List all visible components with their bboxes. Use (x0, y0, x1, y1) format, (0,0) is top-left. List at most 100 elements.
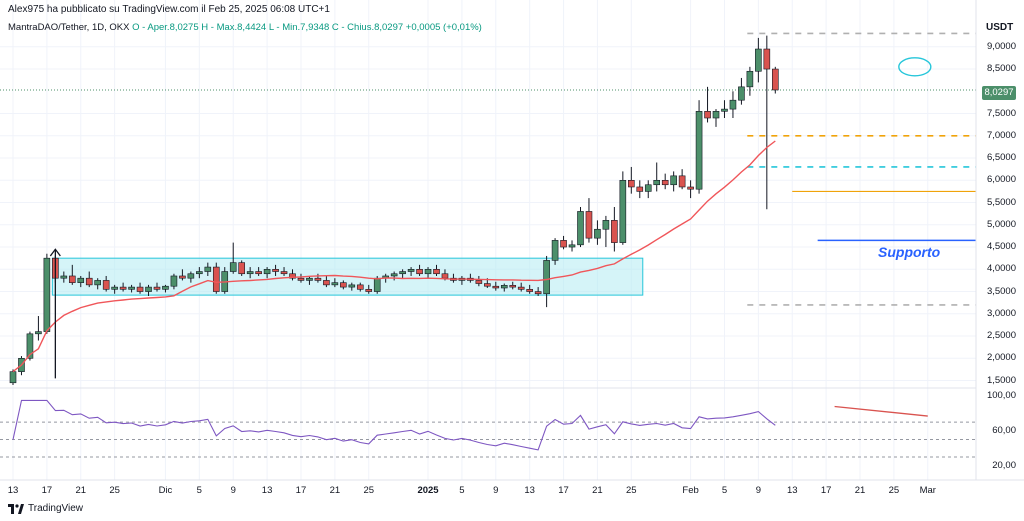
price-tick-label: 1,5000 (986, 374, 1016, 386)
time-tick-label: Mar (919, 485, 936, 496)
price-tick-label: 3,5000 (986, 285, 1016, 297)
candle-body (433, 268, 440, 275)
candle-body (729, 99, 737, 110)
price-tick-label: 4,0000 (986, 263, 1016, 275)
candle-body (119, 286, 127, 290)
candle-body (441, 273, 449, 279)
candle-body (323, 280, 330, 286)
candle-body (653, 180, 661, 186)
rsi-line (12, 399, 776, 451)
candle-body (577, 211, 584, 246)
price-tick-label: 5,5000 (986, 196, 1016, 208)
candle-body (43, 257, 51, 332)
moving-average-line (12, 140, 776, 373)
candle-body (534, 291, 542, 295)
candle-body (128, 286, 135, 290)
current-price-badge: 8,0297 (982, 86, 1016, 100)
time-tick-label: 9 (493, 485, 499, 496)
candle-body (204, 266, 212, 272)
time-tick-label: 25 (888, 485, 900, 496)
candle-body (526, 289, 533, 292)
candle-body (755, 48, 762, 72)
candle-body (196, 271, 203, 275)
candle-body (500, 285, 508, 289)
symbol-name[interactable]: MantraDAO/Tether, 1D, OKX (8, 22, 130, 33)
candle-body (746, 70, 754, 88)
ohlc-values: O - Aper.8,0275 H - Max.8,4424 L - Min.7… (132, 22, 482, 33)
candle-body (492, 285, 500, 289)
rsi-tick-label: 20,00 (992, 459, 1016, 471)
time-tick-label: 21 (75, 485, 87, 496)
time-tick-label: 21 (592, 485, 603, 496)
candle-body (560, 240, 567, 248)
time-tick-label: 9 (755, 485, 762, 496)
candle-body (331, 282, 339, 286)
candle-body (229, 262, 237, 272)
candle-body (475, 280, 483, 284)
candle-body (704, 111, 711, 119)
candle-body (255, 271, 262, 275)
rsi-divergence-line (834, 405, 928, 417)
candle-body (348, 284, 356, 288)
candle-body (102, 280, 110, 290)
tradingview-brand: TradingView (28, 503, 84, 514)
candle-body (68, 275, 76, 283)
candle-body (289, 273, 296, 279)
rsi-tick-label: 60,00 (992, 424, 1016, 436)
candle-body (111, 286, 118, 290)
candle-body (687, 186, 694, 190)
candle-body (509, 285, 517, 288)
time-tick-label: 5 (721, 485, 728, 496)
candle-body (170, 275, 178, 287)
time-tick-label: 13 (261, 485, 273, 496)
candle-body (314, 277, 322, 281)
candle-body (306, 277, 313, 281)
candle-body (246, 271, 254, 275)
arrow-head-icon (49, 248, 61, 257)
candle-body (356, 284, 364, 290)
candle-body (568, 244, 576, 248)
candle-body (712, 111, 720, 119)
candle-body (9, 371, 17, 384)
time-tick-label: 13 (786, 485, 798, 496)
candle-body (678, 175, 686, 188)
rsi-tick-label: 100,00 (986, 390, 1016, 402)
candle-body (636, 186, 644, 192)
time-tick-label: 25 (109, 485, 120, 496)
price-tick-label: 8,5000 (986, 63, 1016, 75)
candle-body (628, 180, 635, 188)
candle-body (280, 271, 288, 275)
candle-body (661, 180, 669, 186)
tradingview-footer[interactable]: TradingView (8, 503, 83, 514)
candle-body (416, 268, 423, 275)
price-tick-label: 2,5000 (986, 330, 1016, 342)
candle-body (212, 266, 220, 292)
candles-layer (9, 35, 779, 385)
candle-body (179, 275, 186, 279)
time-tick-label: 5 (459, 485, 465, 496)
price-tick-label: 9,0000 (986, 40, 1016, 52)
time-tick-label: Dic (158, 485, 173, 496)
price-tick-label: 2,0000 (986, 352, 1016, 364)
tradingview-logo-icon (8, 503, 24, 514)
time-tick-label: 5 (196, 485, 202, 496)
candle-body (407, 268, 415, 272)
time-tick-label: 9 (230, 485, 236, 496)
candle-body (594, 228, 601, 239)
candle-body (153, 286, 161, 290)
candle-body (85, 277, 93, 286)
candle-body (136, 286, 144, 292)
author-line: Alex975 ha pubblicato su TradingView.com… (8, 4, 330, 15)
candle-body (60, 275, 68, 279)
candle-body (670, 175, 677, 186)
symbol-legend: MantraDAO/Tether, 1D, OKX O - Aper.8,027… (8, 22, 482, 33)
candle-body (424, 268, 432, 275)
candle-body (162, 285, 169, 290)
time-tick-label: 13 (7, 485, 19, 496)
candle-body (365, 289, 373, 292)
time-tick-label: 25 (626, 485, 637, 496)
time-tick-label: 25 (363, 485, 375, 496)
price-tick-label: 6,0000 (986, 174, 1016, 186)
target-lines (0, 32, 976, 306)
